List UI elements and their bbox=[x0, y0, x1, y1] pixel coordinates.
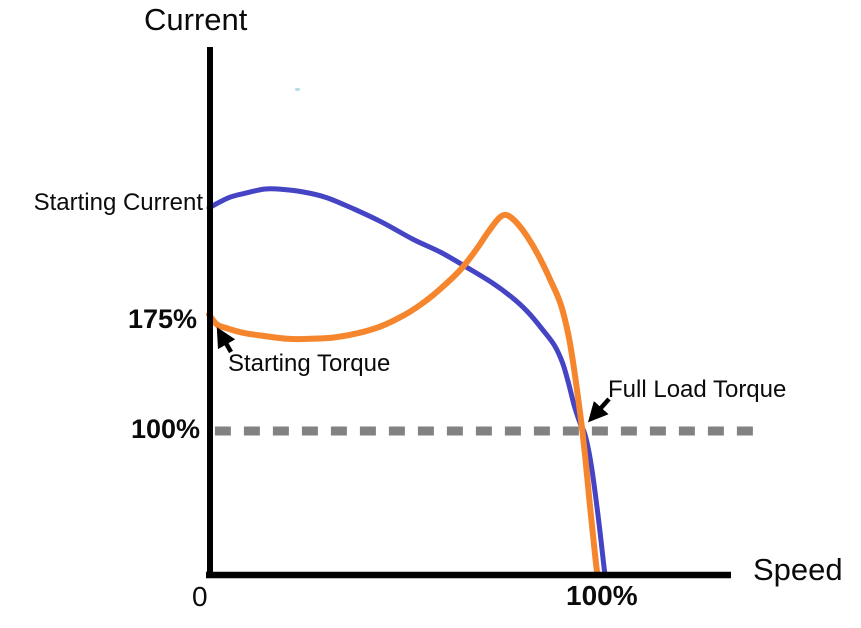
full-load-torque-arrow bbox=[587, 397, 611, 423]
starting-torque-label: Starting Torque bbox=[228, 350, 391, 377]
speck-artifact bbox=[295, 88, 300, 91]
x-tick-100: 100% bbox=[566, 580, 638, 611]
current-curve bbox=[206, 186, 608, 578]
full-load-torque-label: Full Load Torque bbox=[608, 376, 787, 403]
x-axis-title: Speed bbox=[753, 552, 843, 587]
y-tick-175: 175% bbox=[127, 304, 197, 334]
x-tick-0: 0 bbox=[192, 581, 208, 612]
y-axis-title: Current bbox=[144, 2, 248, 37]
y-tick-100: 100% bbox=[130, 414, 200, 444]
starting-current-label: Starting Current bbox=[33, 189, 203, 216]
torque-curve bbox=[206, 211, 602, 578]
starting-torque-arrow bbox=[216, 327, 236, 354]
